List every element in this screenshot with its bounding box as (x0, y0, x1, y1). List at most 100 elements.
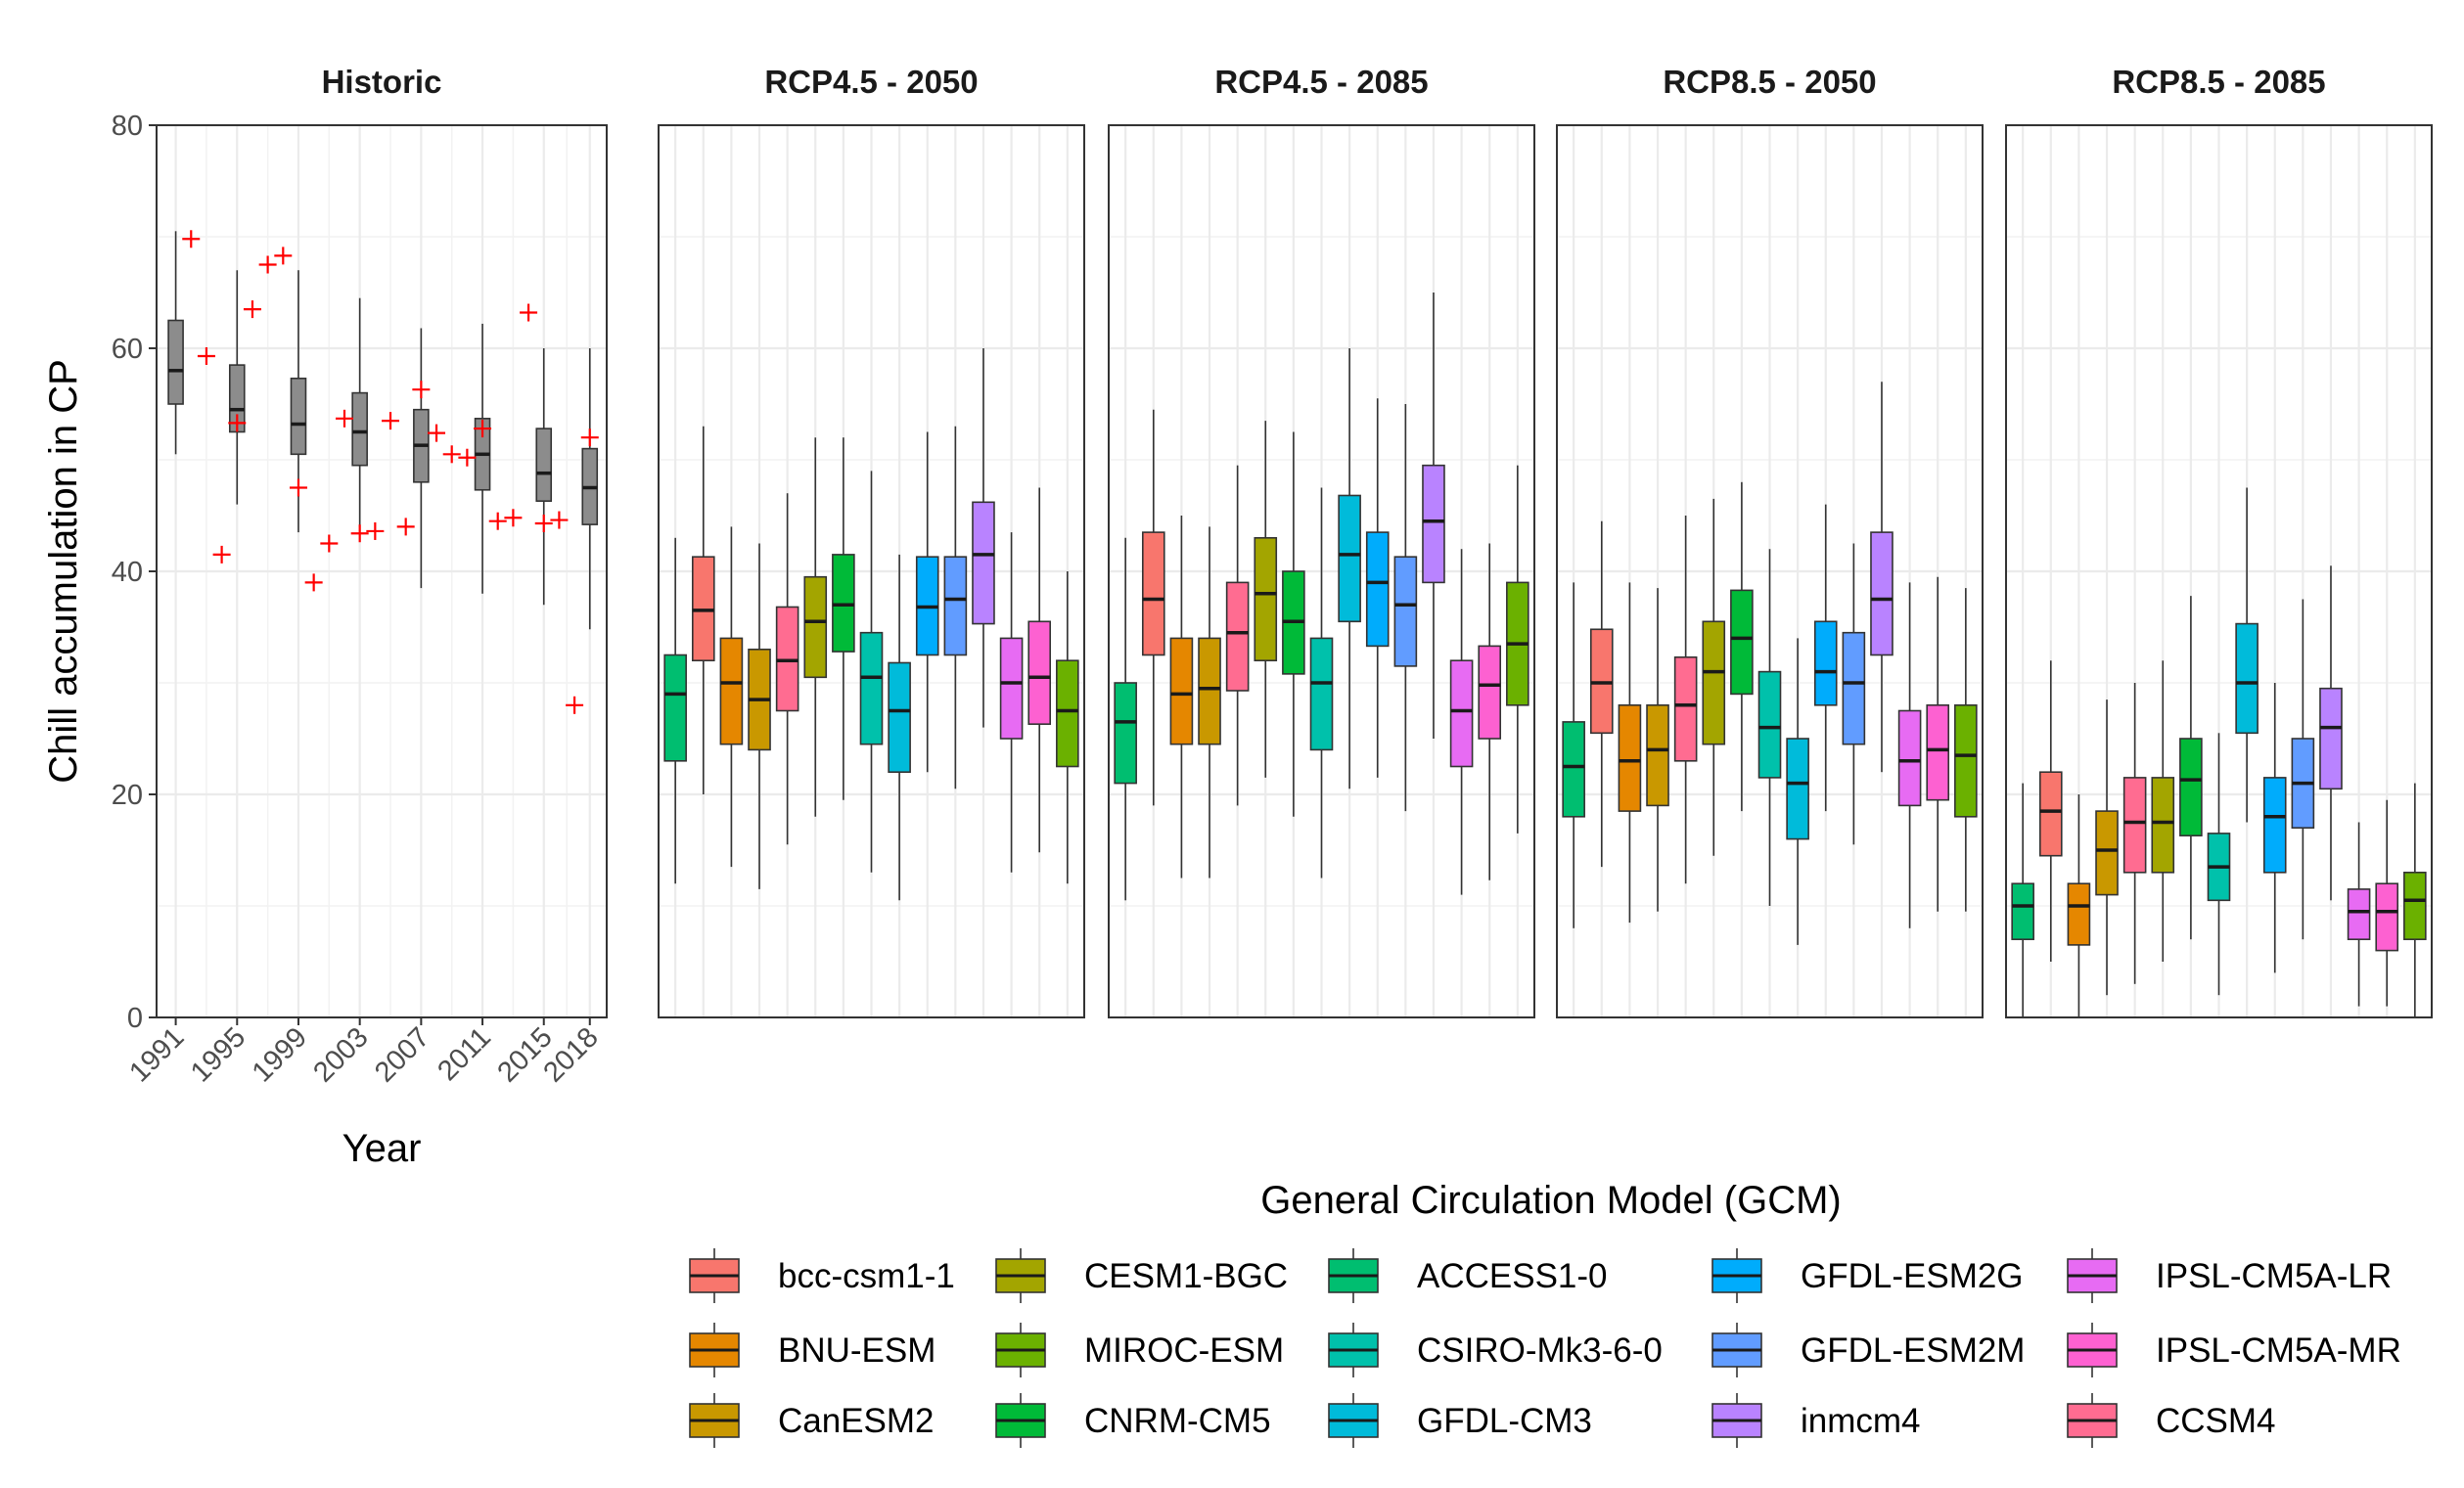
observed-point-2001 (320, 534, 339, 553)
legend-label: bcc-csm1-1 (778, 1257, 955, 1295)
box-body (2319, 687, 2343, 790)
box-inmcm4 (972, 348, 995, 728)
observed-point-2013 (504, 509, 523, 527)
box-body (1422, 464, 1445, 584)
observed-point-2017 (566, 696, 584, 714)
observed-point-2007 (412, 381, 431, 399)
legend-label: IPSL-CM5A-MR (2156, 1331, 2401, 1370)
box-CNRM-CM5 (2179, 596, 2203, 940)
legend-label: inmcm4 (1801, 1402, 1921, 1440)
box-body (1870, 531, 1894, 656)
scenario-panel-title: RCP4.5 - 2085 (1214, 64, 1428, 100)
observed-point-1998 (274, 247, 293, 265)
y-tick-label: 0 (127, 1003, 143, 1034)
observed-point-1999 (289, 478, 307, 497)
legend-label: MIROC-ESM (1084, 1331, 1284, 1370)
box-CSIRO-Mk3-6-0 (1757, 549, 1782, 906)
y-tick-label: 40 (112, 557, 143, 588)
legend-item: IPSL-CM5A-LR (2067, 1248, 2392, 1303)
scenario-panel-4: RCP8.5 - 2085 (2005, 64, 2433, 1019)
box-CanESM2 (1646, 588, 1669, 912)
box-CNRM-CM5 (832, 437, 855, 800)
box-body (2262, 777, 2287, 874)
observed-point-1993 (197, 346, 215, 365)
observed-point-2010 (458, 448, 477, 467)
legend-label: CSIRO-Mk3-6-0 (1417, 1331, 1663, 1370)
box-GFDL-ESM2G (2262, 683, 2287, 973)
scenario-panel-border (658, 124, 1085, 1018)
box-CSIRO-Mk3-6-0 (859, 471, 884, 873)
box-body (1757, 670, 1782, 779)
legend-item: GFDL-CM3 (1328, 1393, 1592, 1448)
box-body (999, 637, 1024, 740)
observed-point-1992 (182, 230, 201, 248)
historic-box-body (228, 364, 246, 433)
box-CCSM4 (1673, 516, 1698, 884)
box-GFDL-CM3 (1786, 638, 1809, 945)
box-CNRM-CM5 (1730, 481, 1754, 812)
box-IPSL-CM5A-MR (1478, 543, 1502, 880)
box-body (1169, 637, 1194, 745)
box-GFDL-CM3 (2235, 487, 2259, 823)
box-ACCESS1-0 (1114, 537, 1137, 901)
legend-label: BNU-ESM (778, 1331, 935, 1370)
historic-box-body (290, 377, 307, 456)
x-tick-label: 2018 (537, 1021, 604, 1088)
box-body (1926, 703, 1950, 801)
box-CanESM2 (1198, 526, 1221, 879)
box-CCSM4 (2122, 683, 2147, 984)
historic-box-1991 (167, 231, 184, 455)
scenario-panel-title: RCP8.5 - 2050 (1663, 64, 1876, 100)
box-body (1027, 620, 1052, 725)
observed-point-1997 (258, 255, 277, 274)
box-IPSL-CM5A-LR (1449, 549, 1474, 895)
historic-box-2011 (474, 323, 491, 594)
box-body (1730, 589, 1754, 696)
x-tick-label: 2007 (369, 1021, 435, 1088)
box-CNRM-CM5 (1282, 431, 1305, 817)
legend-label: ACCESS1-0 (1417, 1257, 1608, 1295)
box-body (2375, 882, 2399, 952)
observed-point-2018 (580, 428, 599, 447)
observed-point-2002 (335, 409, 353, 428)
box-body (2235, 622, 2259, 735)
box-bcc-csm1-1 (1589, 520, 1614, 868)
box-IPSL-CM5A-LR (2347, 822, 2371, 1007)
observed-point-2015 (534, 514, 553, 532)
observed-point-2016 (550, 511, 569, 529)
box-body (2403, 871, 2427, 940)
box-body (2122, 777, 2147, 874)
scenario-panel-title: RCP4.5 - 2050 (764, 64, 978, 100)
scenario-panel-border (1108, 124, 1535, 1018)
x-tick-label: 2011 (432, 1021, 497, 1087)
box-body (2095, 810, 2119, 896)
legend-item: bcc-csm1-1 (689, 1248, 955, 1303)
box-MIROC-ESM (1056, 571, 1079, 884)
x-axis-title: Year (342, 1127, 422, 1170)
observed-point-2000 (304, 573, 323, 592)
box-IPSL-CM5A-MR (2375, 799, 2399, 1007)
box-GFDL-ESM2M (943, 426, 968, 789)
box-body (1254, 536, 1278, 661)
historic-box-2003 (351, 297, 368, 527)
box-body (1897, 709, 1922, 807)
legend-item: CESM1-BGC (995, 1248, 1288, 1303)
observed-point-2008 (428, 424, 446, 442)
legend-item: CNRM-CM5 (995, 1393, 1271, 1448)
box-GFDL-ESM2G (915, 431, 939, 773)
box-ACCESS1-0 (1562, 582, 1585, 928)
historic-box-2018 (581, 348, 599, 630)
box-GFDL-ESM2G (1365, 398, 1390, 778)
legend-label: CanESM2 (778, 1402, 935, 1440)
legend-label: CCSM4 (2156, 1402, 2276, 1440)
box-MIROC-ESM (1506, 465, 1529, 834)
historic-panel-title: Historic (322, 64, 442, 100)
box-body (1842, 631, 1866, 745)
legend-item: inmcm4 (1711, 1393, 1921, 1448)
legend-item: BNU-ESM (689, 1323, 935, 1377)
box-ACCESS1-0 (2011, 783, 2034, 1017)
box-body (2151, 777, 2175, 874)
box-body (2011, 882, 2034, 941)
historic-box-1995 (228, 270, 246, 505)
box-CanESM2 (2095, 699, 2119, 996)
